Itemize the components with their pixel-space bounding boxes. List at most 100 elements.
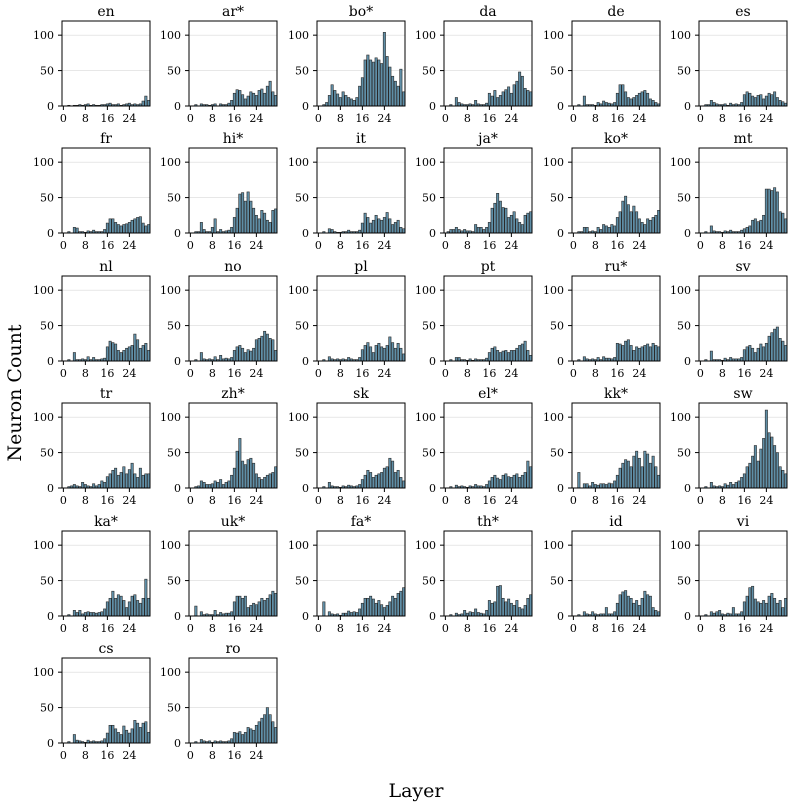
x-tick-label: 8 <box>337 112 344 125</box>
bar <box>246 459 250 489</box>
bar <box>618 343 622 362</box>
bar <box>618 467 622 489</box>
bar <box>208 484 212 489</box>
bar <box>100 611 104 617</box>
bar <box>274 95 278 107</box>
bar <box>490 602 494 617</box>
x-tick-label: 0 <box>187 749 194 762</box>
bar <box>529 594 533 617</box>
x-tick-label: 8 <box>592 367 599 380</box>
bar <box>230 100 234 107</box>
x-tick-label: 16 <box>610 367 624 380</box>
bar <box>363 474 367 489</box>
y-tick-label: 0 <box>47 355 54 368</box>
bar <box>399 590 403 617</box>
bar <box>582 356 586 362</box>
bar <box>127 469 131 489</box>
x-tick-label: 24 <box>249 494 263 507</box>
bar <box>604 484 608 489</box>
bar <box>454 97 458 107</box>
bar <box>618 84 622 107</box>
panel-title: pt <box>481 259 496 275</box>
x-tick-label: 0 <box>697 622 704 635</box>
bar <box>219 229 223 234</box>
y-tick-label: 100 <box>415 539 436 552</box>
bar <box>487 480 491 489</box>
bar <box>778 100 782 107</box>
bar <box>762 214 766 234</box>
panel-title: uk* <box>221 514 246 530</box>
panel-title: th* <box>477 514 499 530</box>
bar <box>657 474 661 489</box>
bar <box>338 97 342 107</box>
bar <box>626 460 630 489</box>
y-tick-label: 50 <box>40 65 54 78</box>
bar <box>86 611 90 617</box>
panel-title: de <box>607 4 624 20</box>
bar <box>199 222 203 234</box>
bar <box>385 56 389 107</box>
bar <box>349 98 353 107</box>
x-tick-label: 24 <box>759 239 773 252</box>
panel-title: sk <box>353 386 369 402</box>
y-tick-label: 0 <box>302 610 309 623</box>
bar <box>621 200 625 234</box>
panel-title: mt <box>734 131 753 147</box>
panel-frame <box>61 275 151 362</box>
bar <box>232 92 236 107</box>
bar <box>349 612 353 617</box>
x-tick-label: 16 <box>610 494 624 507</box>
bar <box>194 605 198 617</box>
bar <box>254 473 258 489</box>
panel-title: ru* <box>605 259 628 275</box>
bar <box>241 734 245 744</box>
bar <box>380 604 384 617</box>
bar <box>526 460 530 489</box>
x-tick-label: 0 <box>315 239 322 252</box>
bar <box>249 350 253 362</box>
bar <box>257 218 261 234</box>
y-tick-label: 100 <box>33 284 54 297</box>
bar <box>648 595 652 617</box>
bar <box>507 217 511 234</box>
panel-pt: pt 0 50 100 0 8 16 24 <box>415 259 533 380</box>
x-tick-label: 0 <box>570 367 577 380</box>
bar <box>268 80 272 107</box>
x-axis-label: Layer <box>388 780 444 802</box>
panel-title: da <box>479 4 496 20</box>
bar <box>526 90 530 107</box>
x-tick-label: 24 <box>122 112 136 125</box>
bar <box>646 453 650 489</box>
bar <box>374 345 378 362</box>
panel-tr: tr 0 50 100 0 8 16 24 <box>33 386 151 507</box>
bar <box>111 469 115 489</box>
panel-frame <box>188 402 278 489</box>
x-tick-label: 0 <box>60 622 67 635</box>
x-tick-label: 24 <box>249 749 263 762</box>
x-tick-label: 0 <box>315 367 322 380</box>
bar <box>646 343 650 362</box>
x-tick-label: 16 <box>610 239 624 252</box>
bar <box>103 229 107 234</box>
panel-frame <box>443 530 533 617</box>
bar <box>604 102 608 107</box>
y-tick-label: 50 <box>40 702 54 715</box>
x-tick-label: 0 <box>60 749 67 762</box>
bar <box>246 191 250 234</box>
bar <box>498 200 502 234</box>
bar <box>355 612 359 617</box>
bar <box>596 102 600 107</box>
x-tick-label: 24 <box>122 239 136 252</box>
bar <box>352 611 356 617</box>
bar <box>122 725 126 744</box>
bar <box>252 347 256 362</box>
bar <box>523 605 527 617</box>
panel-title: ka* <box>94 514 118 530</box>
bar <box>648 346 652 362</box>
bar <box>784 218 788 234</box>
bar <box>136 339 140 362</box>
bar <box>271 721 275 744</box>
bar <box>92 483 96 489</box>
bar <box>599 229 603 234</box>
